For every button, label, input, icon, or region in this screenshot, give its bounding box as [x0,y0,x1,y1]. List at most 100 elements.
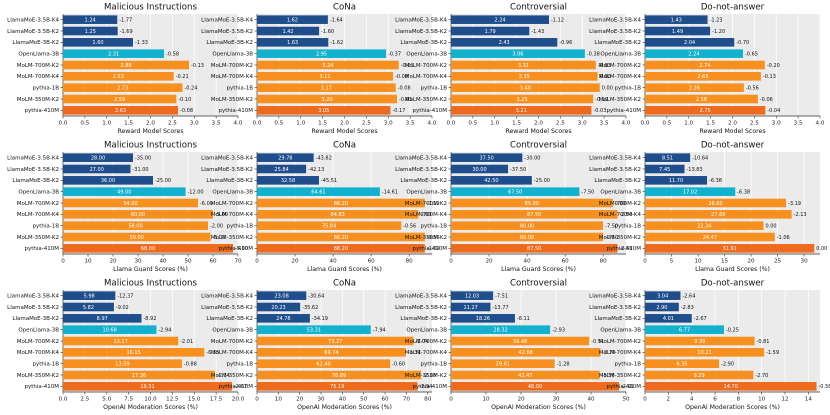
x-tick-label: 10 [84,259,92,265]
bar-value-label: 2.63 [115,108,126,114]
bar-delta-label: -0.21 [176,74,189,80]
x-tick-label: 0.0 [59,397,68,403]
x-tick-label: 4.0 [234,121,243,127]
bar [63,221,208,230]
bar-value-label: 6.35 [676,361,687,367]
y-tick-label: pythia-1B [226,362,253,368]
bar [451,221,604,230]
panel-title: CoNa [333,141,356,151]
y-tick-label: MoLM-350M-K2 [17,373,59,379]
x-tick-label: 1.5 [318,121,327,127]
x-tick-label: 1.5 [124,121,133,127]
x-tick-label: 0 [61,259,65,265]
x-tick-label: 2.5 [168,121,177,127]
bar [63,325,157,334]
bar-value-label: 2.88 [120,63,131,69]
bar [645,221,764,230]
bar-delta-label: -14.61 [382,189,398,195]
bar [257,244,425,253]
bar-value-label: 3.04 [657,293,668,299]
y-tick-label: LlamaMoE-3.5B-K4 [395,156,447,162]
y-tick-label: MoLM-700M-K4 [17,212,60,218]
x-tick-label: 20 [109,259,117,265]
y-tick-label: pythia-1B [32,224,59,230]
bar-value-label: 9.39 [694,339,705,345]
bar-value-label: 49.00 [117,189,131,195]
bar-delta-label: -0.10 [595,97,608,103]
x-tick-label: 3.0 [384,121,393,127]
bar-delta-label: -0.06 [760,97,773,103]
bar-delta-label: -2.79 [602,350,615,356]
x-axis-label: Llama Guard Scores (%) [307,266,382,273]
bar-value-label: 3.31 [518,63,529,69]
y-tick-label: OpenLlama-3B [18,190,59,196]
x-tick-label: 0.0 [641,121,650,127]
bar [451,244,618,253]
panel-title: Do-not-answer [701,141,765,151]
y-tick-label: MoLM-700M-K2 [599,63,641,69]
bar [63,291,116,300]
bar [257,94,397,104]
y-tick-label: MoLM-700M-K4 [599,350,642,356]
bar-delta-label: -7.94 [373,327,386,333]
bar-delta-label: -0.88 [184,361,197,367]
panel-title: Controversial [510,279,567,289]
bar-value-label: 10.68 [103,327,117,333]
x-tick-label: 2.5 [80,397,89,403]
bar [645,210,792,219]
bar-delta-label: -8.11 [517,316,530,322]
bar [257,187,380,196]
x-tick-label: 15.0 [188,397,201,403]
bar-value-label: 2.75 [700,108,711,114]
bar-delta-label: 0.00 [816,246,827,252]
bar-delta-label: -0.38 [587,51,600,57]
x-tick-label: 1.0 [102,121,111,127]
bar-value-label: 2.24 [688,51,699,57]
bar-delta-label: -2.90 [721,361,734,367]
x-tick-label: 3.5 [600,121,609,127]
bar [451,382,619,391]
bar-delta-label: -0.25 [726,327,739,333]
bar-delta-label: -0.08 [395,74,408,80]
bar-value-label: 3.35 [519,74,530,80]
bar-value-label: 2.04 [684,40,695,46]
bar [257,370,422,380]
y-tick-label: pythia-410M [218,384,253,390]
bar-delta-label: -0.65 [745,51,758,57]
y-tick-label: pythia-410M [412,246,447,252]
bar-delta-label: -1.33 [135,40,148,46]
bar-value-label: 87.50 [527,246,541,252]
x-tick-label: 1.5 [512,121,521,127]
x-tick-label: 12 [781,397,788,403]
y-tick-label: pythia-410M [218,246,253,252]
x-axis-label: Reward Model Scores [117,128,183,135]
x-tick-label: 8 [737,397,741,403]
bar-delta-label: -1.60 [321,29,334,35]
bar-delta-label: -2.13 [794,212,807,218]
bar [451,72,598,81]
bar-value-label: 88.20 [334,201,348,207]
y-tick-label: LlamaMoE-3B-K2 [12,40,59,46]
y-tick-label: MoLM-350M-K2 [405,373,447,379]
panel-title: Controversial [510,141,567,151]
bar [257,291,307,300]
bar-value-label: 84.83 [331,212,345,218]
x-tick-label: 0.0 [253,121,262,127]
bar [645,83,744,92]
y-tick-label: LlamaMoE-3.5B-K4 [395,294,447,300]
x-tick-label: 3.0 [578,121,587,127]
bar-value-label: 60.00 [131,212,145,218]
bar [257,302,301,312]
x-tick-label: 3.5 [406,121,415,127]
bar-delta-label: -0.08 [180,108,193,114]
bar-delta-label: -13.77 [492,305,508,311]
y-tick-label: LlamaMoE-3B-K2 [12,178,59,184]
y-tick-label: MoLM-700M-K4 [211,350,254,356]
x-tick-label: 5.0 [102,397,111,403]
x-axis-label: OpenAI Moderation Scores (%) [491,404,586,411]
x-tick-label: 1.5 [706,121,715,127]
y-tick-label: pythia-410M [24,246,59,252]
bar-delta-label: -12.00 [188,189,204,195]
bar-delta-label: -5.00 [235,246,248,252]
y-tick-label: LlamaMoE-3.5B-K2 [7,167,59,173]
